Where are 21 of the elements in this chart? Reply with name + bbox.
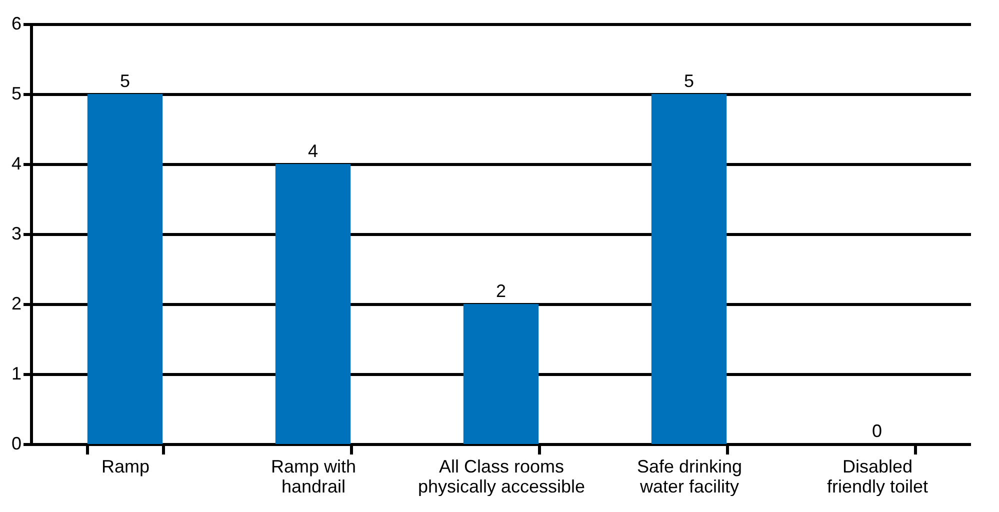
- x-tick-label: Disabled friendly toilet: [826, 456, 928, 496]
- y-tick-label: 4: [11, 154, 22, 174]
- data-label: 2: [496, 281, 506, 301]
- data-label: 0: [872, 421, 882, 441]
- data-label: 4: [308, 141, 318, 161]
- bar: [275, 164, 351, 444]
- x-tick-label: Safe drinking water facility: [636, 456, 742, 496]
- x-tick-label: Ramp with handrail: [270, 456, 356, 496]
- x-tick-label: All Class rooms physically accessible: [418, 456, 586, 496]
- data-label: 5: [684, 71, 694, 91]
- bar: [87, 94, 163, 444]
- y-tick-label: 2: [11, 294, 22, 314]
- y-tick-label: 3: [11, 224, 22, 244]
- y-tick-label: 6: [11, 14, 22, 34]
- bar: [651, 94, 727, 444]
- y-tick-label: 5: [11, 84, 22, 104]
- y-tick-label: 1: [11, 364, 22, 384]
- bar: [463, 304, 539, 444]
- data-label: 5: [120, 71, 130, 91]
- x-tick-label: Ramp: [101, 456, 150, 476]
- y-tick-label: 0: [11, 434, 22, 454]
